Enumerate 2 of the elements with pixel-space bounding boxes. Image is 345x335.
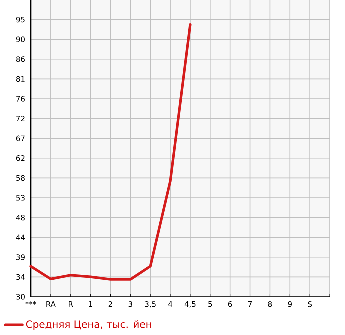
- line-series: [30, 24, 192, 281]
- legend-label: Средняя Цена, тыс. йен: [26, 320, 152, 330]
